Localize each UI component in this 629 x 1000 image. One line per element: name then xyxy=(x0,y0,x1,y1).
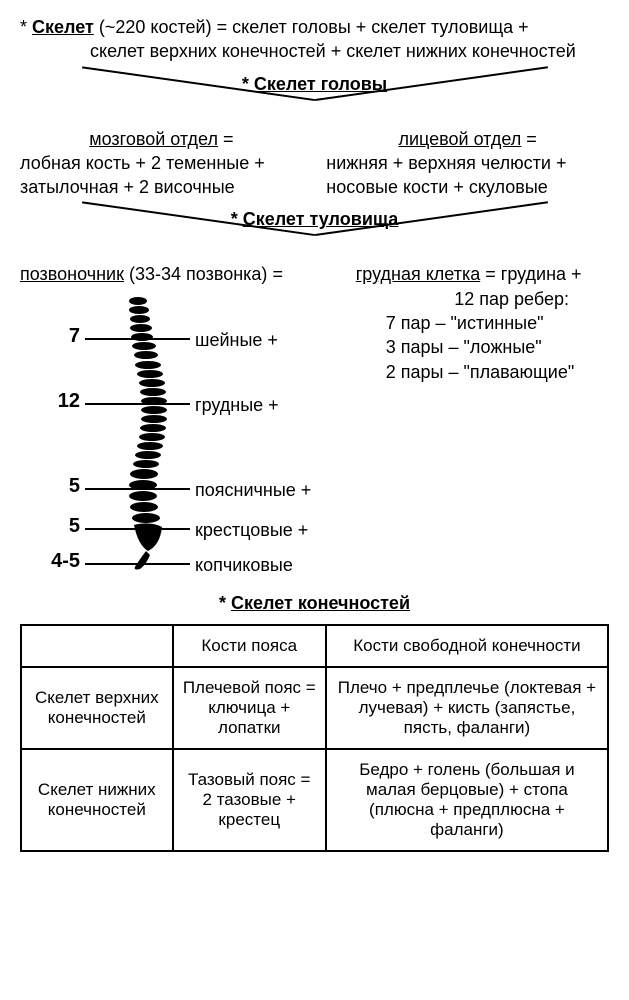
spine-count: 5 xyxy=(20,473,80,500)
limbs-title-text: Скелет конечностей xyxy=(231,593,410,613)
row-free: Плечо + предплечье (локтевая + лучевая) … xyxy=(326,667,608,749)
limbs-section-title: * Скелет конечностей xyxy=(20,593,609,614)
spine-leader-line xyxy=(85,338,190,340)
spine-count: 5 xyxy=(20,513,80,540)
spine-leader-line xyxy=(85,488,190,490)
spine-segment-label: поясничные + xyxy=(195,478,311,502)
row-girdle: Плечевой пояс = ключица + лопатки xyxy=(173,667,326,749)
ribcage-line3: 3 пары – "ложные" xyxy=(356,335,609,359)
col-girdle: Кости пояса xyxy=(173,625,326,667)
head-left-col: мозговой отдел = лобная кость + 2 теменн… xyxy=(20,127,303,200)
intro-paren: (~220 костей) xyxy=(99,17,212,37)
spine-leader-line xyxy=(85,403,190,405)
head-left-subhead: мозговой отдел xyxy=(89,129,218,149)
limbs-table: Кости пояса Кости свободной конечности С… xyxy=(20,624,609,852)
spine-diagram: 7 шейные + 12 грудные + 5 поясничные + 5 крестц… xyxy=(20,293,344,583)
trunk-section-title: * Скелет туловища xyxy=(20,209,609,230)
spine-segment-label: шейные + xyxy=(195,328,278,352)
ribcage-eq: = грудина + xyxy=(485,264,581,284)
row-free: Бедро + голень (большая и малая берцовые… xyxy=(326,749,608,851)
spine-leader-line xyxy=(85,528,190,530)
table-header-row: Кости пояса Кости свободной конечности xyxy=(21,625,608,667)
spine-segment-label: копчиковые xyxy=(195,553,293,577)
spine-segment-label: грудные + xyxy=(195,393,279,417)
ribcage-line4: 2 пары – "плавающие" xyxy=(356,360,609,384)
page-root: * Скелет (~220 костей) = скелет головы +… xyxy=(0,0,629,1000)
row-girdle: Тазовый пояс = 2 тазовые + крестец xyxy=(173,749,326,851)
head-right-line1: нижняя + верхняя челюсти + xyxy=(326,151,609,175)
ribcage-line1: 12 пар ребер: xyxy=(356,287,609,311)
head-columns: мозговой отдел = лобная кость + 2 теменн… xyxy=(20,127,609,200)
spine-count: 7 xyxy=(20,323,80,350)
spine-count: 12 xyxy=(20,388,80,415)
col-blank xyxy=(21,625,173,667)
col-free: Кости свободной конечности xyxy=(326,625,608,667)
head-right-line2: носовые кости + скуловые xyxy=(326,175,609,199)
intro-line1: = скелет головы + скелет туловища + xyxy=(217,17,529,37)
head-left-line2: затылочная + 2 височные xyxy=(20,175,303,199)
ribcage-subhead: грудная клетка xyxy=(356,264,481,284)
table-row: Скелет верхних конечностейПлечевой пояс … xyxy=(21,667,608,749)
spine-eq: = xyxy=(272,264,283,284)
trunk-left-col: позвоночник (33-34 позвонка) = xyxy=(20,262,344,582)
trunk-columns: позвоночник (33-34 позвонка) = xyxy=(20,262,609,582)
head-right-eq: = xyxy=(526,129,537,149)
head-left-eq: = xyxy=(223,129,234,149)
branch-lines-trunk xyxy=(80,234,549,262)
intro-line2: скелет верхних конечностей + скелет нижн… xyxy=(90,39,609,63)
intro-block: * Скелет (~220 костей) = скелет головы +… xyxy=(20,15,609,64)
table-row: Скелет нижних конечностейТазовый пояс = … xyxy=(21,749,608,851)
intro-key: Скелет xyxy=(32,17,94,37)
row-name: Скелет верхних конечностей xyxy=(21,667,173,749)
spine-icon xyxy=(110,293,180,573)
head-left-line1: лобная кость + 2 теменные + xyxy=(20,151,303,175)
spine-paren: (33-34 позвонка) xyxy=(129,264,267,284)
row-name: Скелет нижних конечностей xyxy=(21,749,173,851)
spine-count: 4-5 xyxy=(20,548,80,575)
head-right-col: лицевой отдел = нижняя + верхняя челюсти… xyxy=(326,127,609,200)
head-section-title: * Скелет головы xyxy=(20,74,609,95)
spine-subhead: позвоночник xyxy=(20,264,124,284)
spine-leader-line xyxy=(85,563,190,565)
head-right-subhead: лицевой отдел xyxy=(398,129,521,149)
intro-star: * xyxy=(20,17,27,37)
ribcage-line2: 7 пар – "истинные" xyxy=(356,311,609,335)
trunk-right-col: грудная клетка = грудина + 12 пар ребер:… xyxy=(356,262,609,383)
spine-segment-label: крестцовые + xyxy=(195,518,308,542)
branch-lines-head xyxy=(80,99,549,127)
